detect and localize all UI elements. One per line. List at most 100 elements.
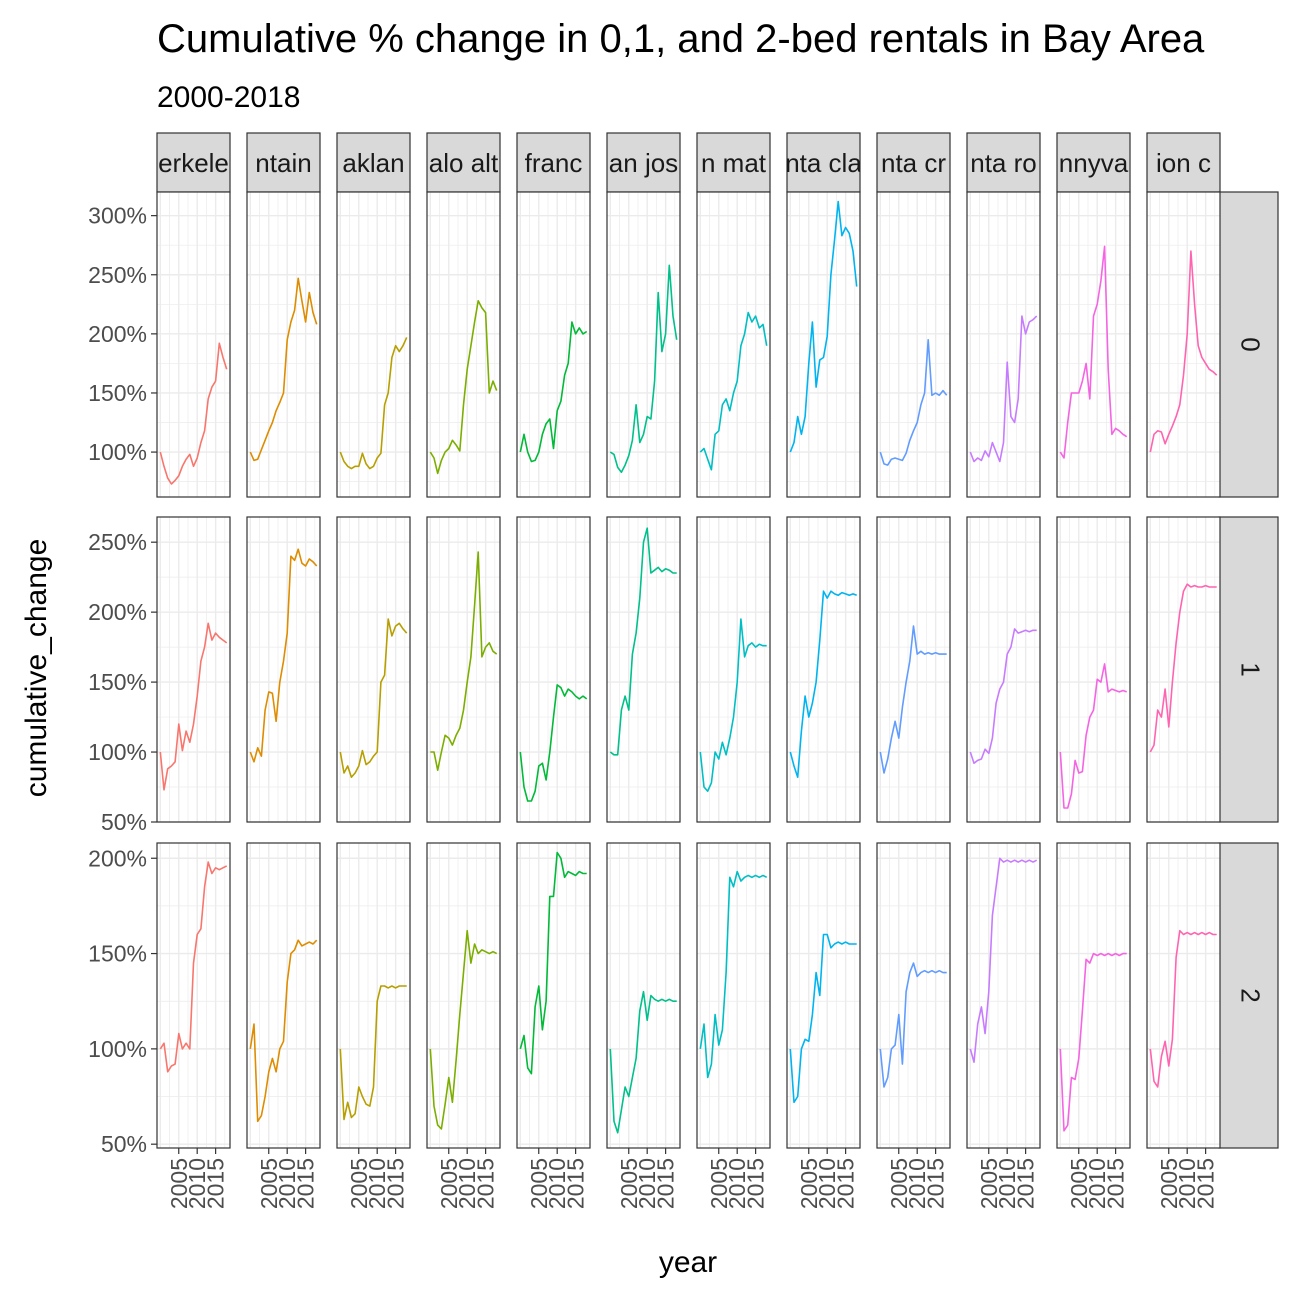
panel-border [876,516,951,823]
panel-background [1057,843,1130,1148]
panel-border [876,842,951,1149]
series-line-santa-rosa-1bed [969,628,1037,765]
x-tick-label: 2005 [886,1158,912,1209]
facet-strip-santa-rosa [966,132,1041,193]
series-line-san-mateo-2bed [699,870,768,1079]
x-tick-label: 2010 [634,1158,660,1209]
series-line-santa-cruz-1bed [879,625,947,774]
x-tick-label: 2010 [544,1158,570,1209]
facet-strip-label: n mat [701,148,767,178]
x-tick-label: 2005 [256,1158,282,1209]
series-line-santa-clara-0bed [789,200,858,453]
panel-border [966,191,1041,498]
panel-border [516,516,591,823]
y-tick-label: 150% [88,380,147,406]
panel-border [606,191,681,498]
facet-strip-san-jose [606,132,681,193]
x-tick-label: 2015 [1193,1158,1219,1209]
panel-border [156,516,231,823]
panel-border [516,842,591,1149]
facet-strip-label: an jos [609,148,678,178]
panel-background [1057,517,1130,822]
panel-background [877,517,950,822]
facet-strip-label: ntain [255,148,311,178]
panel-background [427,192,500,497]
panel-background [247,192,320,497]
row-strip-1 [1218,516,1279,823]
panel-background [1147,192,1220,497]
y-tick-label: 250% [88,262,147,288]
x-tick-label: 2010 [814,1158,840,1209]
x-tick-label: 2010 [724,1158,750,1209]
chart-subtitle: 2000-2018 [157,81,300,114]
panel-background [967,843,1040,1148]
panel-background [877,192,950,497]
facet-strip-label: aklan [342,148,404,178]
panel-background [787,843,860,1148]
series-line-san-jose-0bed [609,264,678,474]
facet-strip-berkeley [156,132,231,193]
panel-border [246,516,321,823]
panel-background [517,517,590,822]
series-line-sunnyvale-0bed [1059,245,1128,459]
series-line-santa-cruz-0bed [879,338,948,466]
series-line-san-mateo-0bed [699,311,768,471]
facet-strip-label: ion c [1156,148,1211,178]
panel-border [786,191,861,498]
panel-background [697,517,770,822]
x-tick-label: 2005 [166,1158,192,1209]
panel-border [426,191,501,498]
series-line-san-jose-2bed [609,990,677,1134]
panel-background [967,192,1040,497]
series-line-sunnyvale-2bed [1059,952,1127,1132]
panel-border [966,842,1041,1149]
x-tick-label: 2010 [364,1158,390,1209]
y-tick-label: 150% [88,669,147,695]
series-line-oakland-0bed [339,337,408,470]
series-line-berkeley-1bed [159,622,228,791]
panel-border [786,516,861,823]
panel-background [697,192,770,497]
panel-border [246,842,321,1149]
series-line-santa-clara-2bed [789,933,857,1104]
x-tick-label: 2005 [976,1158,1002,1209]
panel-background [337,843,410,1148]
x-tick-label: 2005 [616,1158,642,1209]
y-tick-label: 100% [88,739,147,765]
y-tick-label: 200% [88,845,147,871]
panel-background [877,843,950,1148]
y-axis-title: cumulative_change [20,539,53,798]
panel-background [247,517,320,822]
y-tick-label: 200% [88,599,147,625]
chart-title: Cumulative % change in 0,1, and 2-bed re… [157,17,1205,61]
series-line-san-mateo-1bed [699,618,767,793]
x-tick-label: 2010 [1084,1158,1110,1209]
y-tick-label: 50% [101,809,147,835]
x-tick-label: 2015 [203,1158,229,1209]
x-tick-label: 2005 [526,1158,552,1209]
panel-background [607,517,680,822]
series-line-santa-rosa-0bed [969,315,1038,463]
row-strip-label: 1 [1236,662,1266,676]
y-tick-label: 300% [88,203,147,229]
series-line-mountain-view-0bed [249,277,318,462]
series-line-mountain-view-1bed [249,548,318,763]
panel-background [337,192,410,497]
row-strip-label: 2 [1236,988,1266,1002]
series-line-berkeley-0bed [159,342,228,485]
panel-border [426,516,501,823]
panel-border [786,842,861,1149]
row-strip-0 [1218,191,1279,498]
x-tick-label: 2005 [1066,1158,1092,1209]
panel-background [967,517,1040,822]
panel-background [157,517,230,822]
series-line-mountain-view-2bed [249,939,318,1123]
series-line-union-city-2bed [1149,929,1217,1088]
facet-strip-union-city [1146,132,1221,193]
x-tick-label: 2005 [346,1158,372,1209]
panel-border [606,842,681,1149]
facet-strip-label: alo alt [429,148,499,178]
panel-border [426,842,501,1149]
panel-border [876,191,951,498]
